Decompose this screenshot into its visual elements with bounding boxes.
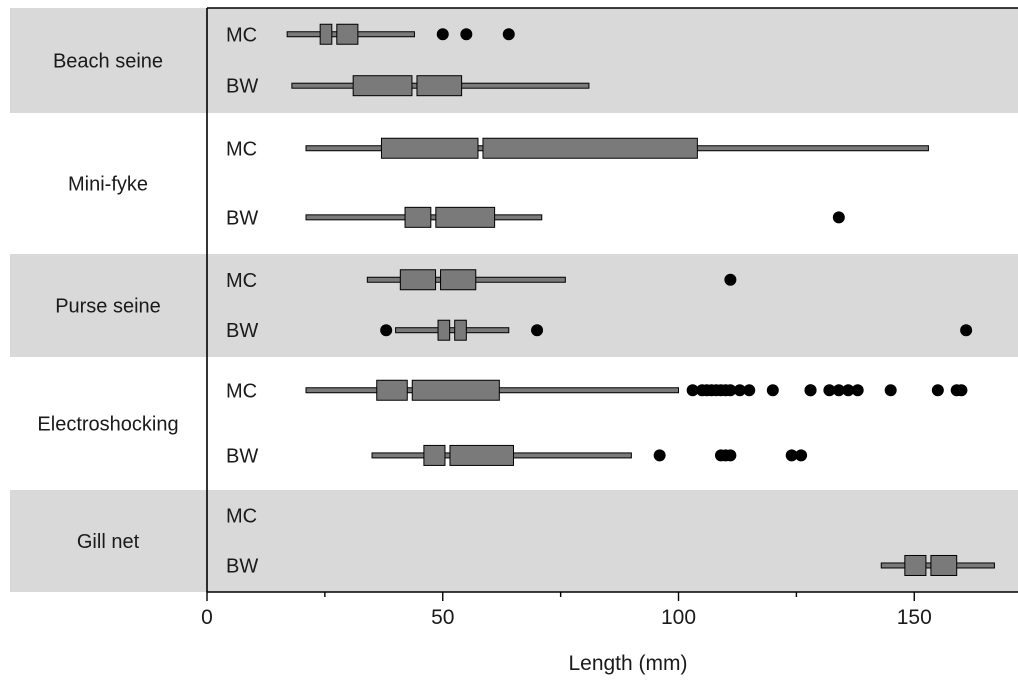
series-label-beach-seine-mc: MC bbox=[226, 24, 257, 46]
group-label-gill-net: Gill net bbox=[77, 531, 140, 553]
box-upper-purse-seine-bw bbox=[454, 319, 467, 341]
group-bands bbox=[10, 8, 1018, 592]
box-lower-mini-fyke-mc bbox=[380, 137, 479, 159]
box-lower-beach-seine-bw bbox=[352, 75, 413, 97]
box-upper-beach-seine-bw bbox=[416, 75, 463, 97]
chart-labels: Beach seine MC BW Mini-fyke MC BW Purse seine M… bbox=[37, 24, 258, 577]
chart-marks bbox=[286, 23, 995, 576]
series-label-purse-seine-bw: BW bbox=[226, 320, 258, 342]
outlier-electroshocking-mc-16 bbox=[851, 384, 864, 397]
outlier-beach-seine-mc-0 bbox=[436, 28, 449, 41]
series-label-gill-net-mc: MC bbox=[226, 506, 257, 528]
outlier-electroshocking-mc-20 bbox=[955, 384, 968, 397]
outlier-electroshocking-mc-12 bbox=[804, 384, 817, 397]
outlier-purse-seine-mc-0 bbox=[724, 273, 737, 286]
x-tick-label-100: 100 bbox=[661, 606, 696, 629]
outlier-purse-seine-bw-0 bbox=[380, 324, 393, 337]
outlier-electroshocking-mc-0 bbox=[686, 384, 699, 397]
outlier-electroshocking-mc-14 bbox=[832, 384, 845, 397]
series-label-electroshocking-mc: MC bbox=[226, 380, 257, 402]
x-axis-title: Length (mm) bbox=[568, 652, 687, 675]
series-label-mini-fyke-bw: BW bbox=[226, 207, 258, 229]
group-label-mini-fyke: Mini-fyke bbox=[68, 174, 148, 196]
outlier-electroshocking-bw-5 bbox=[795, 449, 808, 462]
box-lower-electroshocking-bw bbox=[423, 444, 446, 466]
box-upper-electroshocking-mc bbox=[411, 379, 500, 401]
series-label-beach-seine-bw: BW bbox=[226, 76, 258, 98]
series-label-electroshocking-bw: BW bbox=[226, 445, 258, 467]
box-lower-purse-seine-mc bbox=[399, 269, 437, 291]
outlier-electroshocking-bw-0 bbox=[653, 449, 666, 462]
outlier-beach-seine-mc-1 bbox=[460, 28, 473, 41]
band-beach-seine bbox=[10, 8, 1018, 113]
box-upper-mini-fyke-mc bbox=[482, 137, 698, 159]
series-label-mini-fyke-mc: MC bbox=[226, 138, 257, 160]
band-electroshocking bbox=[10, 357, 1018, 490]
box-upper-mini-fyke-bw bbox=[435, 206, 496, 228]
x-tick-label-150: 150 bbox=[897, 606, 932, 629]
group-label-purse-seine: Purse seine bbox=[55, 296, 161, 318]
outlier-beach-seine-mc-2 bbox=[502, 28, 515, 41]
box-upper-purse-seine-mc bbox=[440, 269, 477, 291]
outlier-electroshocking-mc-8 bbox=[733, 384, 746, 397]
box-lower-electroshocking-mc bbox=[376, 379, 408, 401]
outlier-electroshocking-mc-9 bbox=[743, 384, 756, 397]
box-upper-beach-seine-mc bbox=[336, 23, 359, 45]
box-lower-mini-fyke-bw bbox=[404, 206, 432, 228]
outlier-electroshocking-bw-4 bbox=[785, 449, 798, 462]
box-upper-electroshocking-bw bbox=[449, 444, 514, 466]
series-label-purse-seine-mc: MC bbox=[226, 270, 257, 292]
series-label-gill-net-bw: BW bbox=[226, 555, 258, 577]
chart-axes: 0 50 100 150 bbox=[201, 7, 1018, 629]
band-purse-seine bbox=[10, 254, 1018, 357]
band-mini-fyke bbox=[10, 113, 1018, 254]
group-label-beach-seine: Beach seine bbox=[53, 51, 163, 73]
outlier-electroshocking-mc-7 bbox=[724, 384, 737, 397]
x-tick-label-50: 50 bbox=[431, 606, 454, 629]
outlier-electroshocking-mc-17 bbox=[884, 384, 897, 397]
outlier-electroshocking-mc-18 bbox=[931, 384, 944, 397]
outlier-purse-seine-bw-1 bbox=[531, 324, 544, 337]
outlier-electroshocking-mc-13 bbox=[823, 384, 836, 397]
outlier-electroshocking-mc-10 bbox=[766, 384, 779, 397]
outlier-purse-seine-bw-2 bbox=[960, 324, 973, 337]
x-tick-label-0: 0 bbox=[201, 606, 213, 629]
band-gill-net bbox=[10, 490, 1018, 592]
outlier-electroshocking-mc-15 bbox=[842, 384, 855, 397]
outlier-electroshocking-bw-3 bbox=[724, 449, 737, 462]
box-lower-beach-seine-mc bbox=[319, 23, 333, 45]
box-lower-gill-net-bw bbox=[904, 554, 927, 576]
outlier-mini-fyke-bw-0 bbox=[832, 211, 845, 224]
group-label-electroshocking: Electroshocking bbox=[37, 414, 178, 436]
whisker-purse-seine-bw bbox=[395, 327, 510, 334]
box-upper-gill-net-bw bbox=[930, 554, 958, 576]
box-lower-purse-seine-bw bbox=[437, 319, 451, 341]
